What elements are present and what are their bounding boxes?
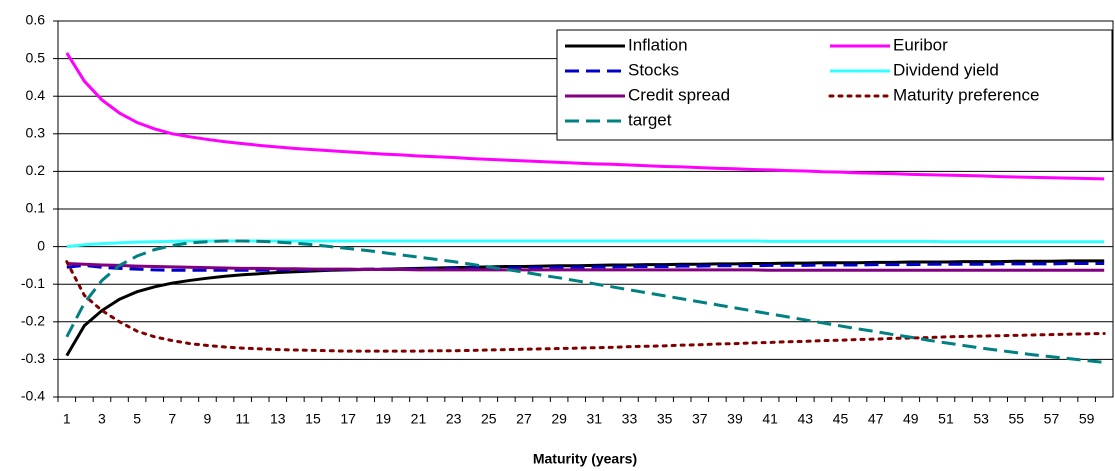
x-tick-label: 3 [98,411,106,427]
x-tick-label: 43 [798,411,814,427]
legend-label: target [628,110,672,129]
x-tick-label: 23 [446,411,462,427]
x-tick-label: 13 [270,411,286,427]
y-tick-label: -0.4 [21,388,45,404]
x-tick-label: 27 [516,411,532,427]
x-tick-label: 29 [551,411,567,427]
y-tick-label: -0.2 [21,313,45,329]
y-tick-label: 0 [37,237,45,253]
x-tick-label: 7 [168,411,176,427]
x-tick-label: 25 [481,411,497,427]
legend-label: Dividend yield [893,60,999,79]
y-tick-label: -0.1 [21,275,45,291]
series-line [66,262,1105,272]
x-tick-label: 5 [133,411,141,427]
x-tick-label: 17 [340,411,356,427]
x-axis-label: Maturity (years) [533,451,637,467]
x-tick-label: 37 [692,411,708,427]
x-tick-label: 55 [1009,411,1025,427]
y-tick-label: 0.4 [26,87,46,103]
x-tick-label: 1 [63,411,71,427]
y-tick-label: 0.6 [26,12,46,28]
x-tick-label: 47 [868,411,884,427]
x-tick-label: 33 [622,411,638,427]
x-tick-label: 19 [376,411,392,427]
series-line [65,52,1105,181]
y-tick-label: 0.3 [26,125,46,141]
x-tick-label: 21 [411,411,427,427]
x-tick-label: 15 [305,411,321,427]
x-tick-label: 45 [833,411,849,427]
x-tick-label: 41 [762,411,778,427]
y-tick-label: -0.3 [21,350,45,366]
x-tick-label: 39 [727,411,743,427]
series-line [65,260,1106,353]
legend-label: Euribor [893,35,948,54]
x-tick-label: 35 [657,411,673,427]
series-line [65,259,1105,357]
legend-label: Credit spread [628,85,730,104]
y-tick-label: 0.1 [26,200,46,216]
x-tick-label: 51 [938,411,954,427]
y-tick-label: 0.5 [26,49,46,65]
x-tick-label: 59 [1079,411,1095,427]
x-tick-label: 49 [903,411,919,427]
x-tick-label: 9 [204,411,212,427]
series-line [66,262,1105,272]
legend-box [556,29,1113,141]
series-line [65,239,1105,364]
x-tick-label: 53 [973,411,989,427]
y-tick-label: 0.2 [26,162,46,178]
x-tick-label: 11 [235,411,250,427]
legend-label: Inflation [628,35,688,54]
x-tick-label: 57 [1044,411,1060,427]
legend-label: Maturity preference [893,85,1039,104]
legend-label: Stocks [628,60,679,79]
x-tick-label: 31 [587,411,603,427]
